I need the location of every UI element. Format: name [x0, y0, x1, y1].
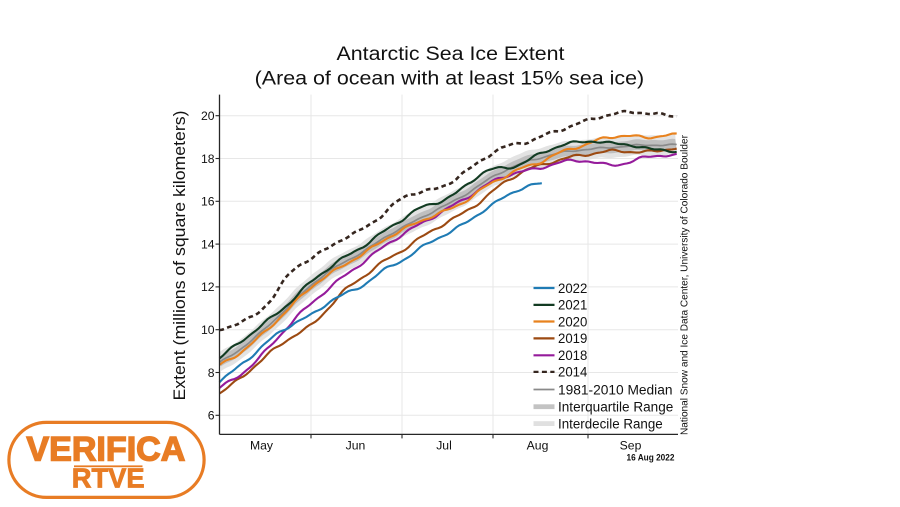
svg-text:10: 10	[201, 323, 215, 337]
svg-text:2014: 2014	[558, 365, 588, 380]
svg-text:6: 6	[208, 409, 215, 423]
svg-text:8: 8	[208, 366, 215, 380]
svg-text:1981-2010 Median: 1981-2010 Median	[558, 382, 673, 397]
svg-text:Sep: Sep	[620, 438, 642, 452]
svg-text:Extent (millions of square kil: Extent (millions of square kilometers)	[171, 111, 189, 401]
svg-text:Jun: Jun	[346, 438, 366, 452]
svg-text:Jul: Jul	[436, 438, 452, 452]
svg-text:Aug: Aug	[527, 438, 549, 452]
svg-text:VERIFICA: VERIFICA	[26, 431, 185, 469]
svg-text:Interdecile Range: Interdecile Range	[558, 416, 663, 431]
svg-text:National Snow and Ice Data Cen: National Snow and Ice Data Center, Unive…	[679, 134, 690, 435]
svg-text:May: May	[250, 438, 274, 452]
svg-text:2018: 2018	[558, 348, 587, 363]
svg-text:RTVE: RTVE	[72, 463, 145, 494]
svg-text:2021: 2021	[558, 298, 587, 313]
svg-text:2019: 2019	[558, 331, 587, 346]
svg-text:2020: 2020	[558, 314, 587, 329]
svg-text:16 Aug 2022: 16 Aug 2022	[627, 453, 675, 463]
svg-text:18: 18	[201, 152, 215, 166]
svg-text:2022: 2022	[558, 281, 587, 296]
svg-text:Interquartile Range: Interquartile Range	[558, 400, 673, 415]
svg-text:20: 20	[201, 109, 215, 123]
svg-text:14: 14	[201, 237, 215, 251]
svg-text:(Area of ocean with at least 1: (Area of ocean with at least 15% sea ice…	[255, 68, 645, 89]
svg-text:12: 12	[201, 280, 215, 294]
svg-text:Antarctic Sea Ice Extent: Antarctic Sea Ice Extent	[337, 44, 566, 65]
svg-text:16: 16	[201, 195, 215, 209]
